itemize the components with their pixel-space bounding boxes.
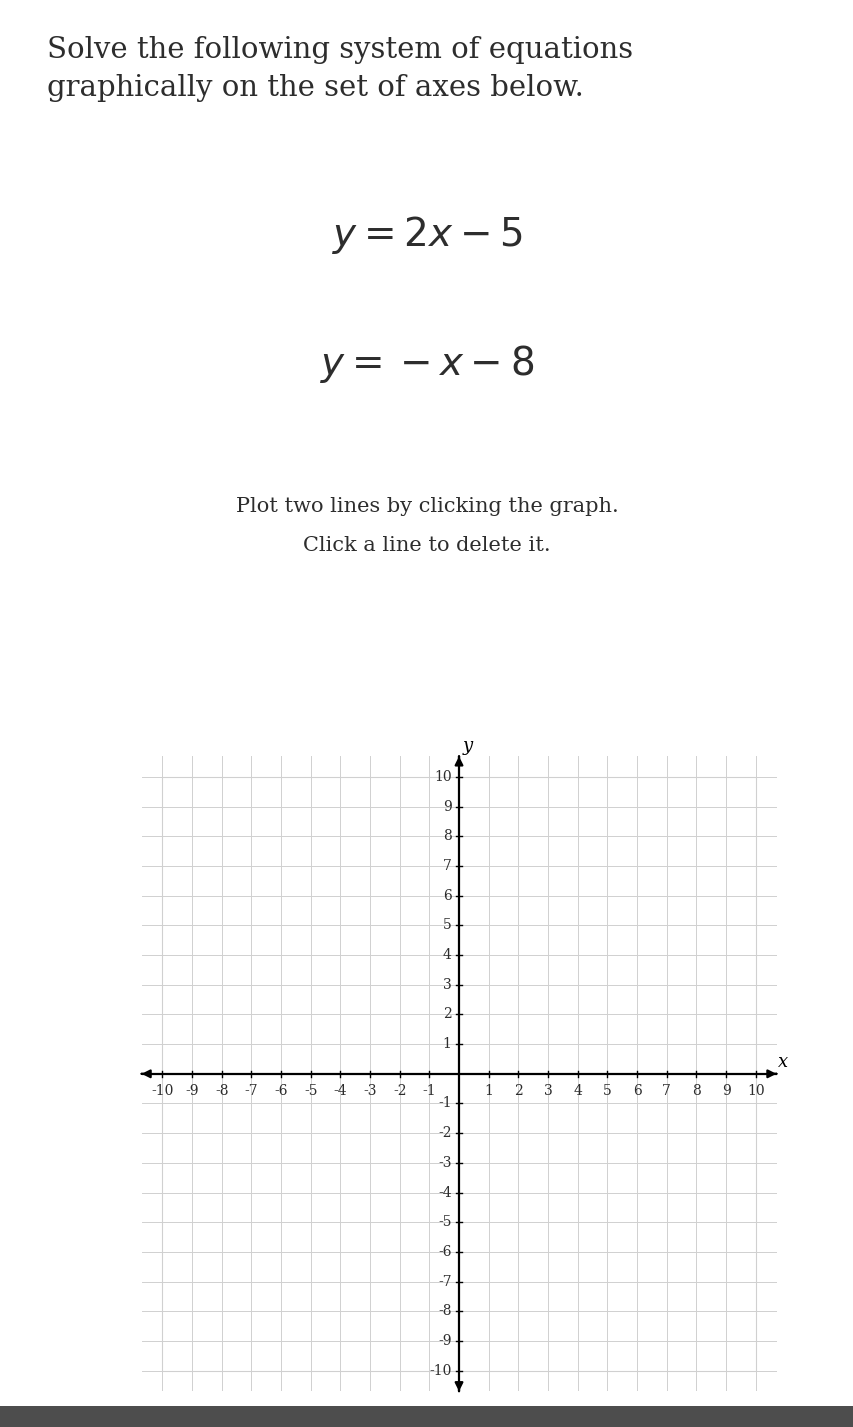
Text: 5: 5 bbox=[602, 1085, 611, 1099]
Text: 3: 3 bbox=[443, 977, 451, 992]
Text: -8: -8 bbox=[215, 1085, 228, 1099]
Text: 8: 8 bbox=[443, 829, 451, 843]
Text: y: y bbox=[462, 736, 473, 755]
Text: -2: -2 bbox=[438, 1126, 451, 1140]
Text: Click a line to delete it.: Click a line to delete it. bbox=[303, 535, 550, 555]
Text: -4: -4 bbox=[438, 1186, 451, 1200]
Text: 4: 4 bbox=[572, 1085, 582, 1099]
Text: -10: -10 bbox=[151, 1085, 173, 1099]
Text: x: x bbox=[777, 1053, 787, 1072]
Text: -5: -5 bbox=[304, 1085, 317, 1099]
Text: 9: 9 bbox=[443, 799, 451, 813]
Text: 3: 3 bbox=[543, 1085, 552, 1099]
Text: 1: 1 bbox=[484, 1085, 492, 1099]
Text: graphically on the set of axes below.: graphically on the set of axes below. bbox=[47, 74, 583, 103]
Text: -3: -3 bbox=[438, 1156, 451, 1170]
Text: 5: 5 bbox=[443, 919, 451, 932]
Text: -6: -6 bbox=[274, 1085, 287, 1099]
Text: -6: -6 bbox=[438, 1244, 451, 1259]
Text: 1: 1 bbox=[442, 1037, 451, 1052]
Text: 9: 9 bbox=[721, 1085, 729, 1099]
Text: -9: -9 bbox=[438, 1334, 451, 1349]
Text: 2: 2 bbox=[443, 1007, 451, 1022]
Text: -1: -1 bbox=[422, 1085, 436, 1099]
Text: $y = -x - 8$: $y = -x - 8$ bbox=[320, 342, 533, 385]
Text: 7: 7 bbox=[662, 1085, 670, 1099]
Text: -8: -8 bbox=[438, 1304, 451, 1319]
Text: -7: -7 bbox=[438, 1274, 451, 1289]
Text: -1: -1 bbox=[438, 1096, 451, 1110]
Text: 10: 10 bbox=[433, 771, 451, 783]
Text: -4: -4 bbox=[334, 1085, 346, 1099]
Text: 7: 7 bbox=[442, 859, 451, 873]
Text: 2: 2 bbox=[514, 1085, 522, 1099]
Text: Solve the following system of equations: Solve the following system of equations bbox=[47, 36, 632, 64]
Text: 6: 6 bbox=[632, 1085, 641, 1099]
Text: 4: 4 bbox=[442, 948, 451, 962]
Text: -10: -10 bbox=[429, 1364, 451, 1377]
Text: -2: -2 bbox=[392, 1085, 406, 1099]
Text: -5: -5 bbox=[438, 1216, 451, 1229]
Text: 6: 6 bbox=[443, 889, 451, 903]
Text: -7: -7 bbox=[244, 1085, 258, 1099]
Text: -9: -9 bbox=[185, 1085, 199, 1099]
Text: 10: 10 bbox=[746, 1085, 763, 1099]
Text: -3: -3 bbox=[363, 1085, 376, 1099]
Text: Plot two lines by clicking the graph.: Plot two lines by clicking the graph. bbox=[235, 497, 618, 517]
Text: 8: 8 bbox=[691, 1085, 700, 1099]
Text: $y = 2x - 5$: $y = 2x - 5$ bbox=[332, 214, 521, 257]
